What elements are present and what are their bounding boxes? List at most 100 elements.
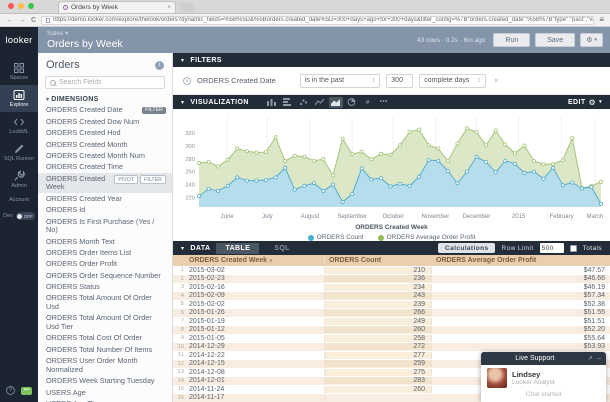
field-item[interactable]: ORDERS Created Year (38, 193, 172, 204)
tab-table[interactable]: TABLE (216, 243, 259, 254)
single-value-icon[interactable]: # (361, 97, 375, 108)
sidebar-item-sql-runner[interactable]: SQL Runner (0, 139, 38, 166)
field-item[interactable]: USERS Age (38, 387, 172, 398)
sidebar-item-admin[interactable]: Admin (0, 166, 38, 193)
zoom-window-button[interactable] (28, 3, 34, 9)
table-row[interactable]: 52015-02-02239$52.38 (173, 300, 610, 309)
minimize-window-button[interactable] (18, 3, 24, 9)
breadcrumb[interactable]: Sales ▾ (47, 29, 417, 37)
table-row[interactable]: 22015-02-23236$46.66 (173, 275, 610, 284)
new-tab-button[interactable] (179, 3, 196, 12)
save-button[interactable]: Save (535, 33, 575, 47)
filter-value-input[interactable]: 300 (386, 74, 413, 88)
field-item[interactable]: ORDERS Created WeekPIVOTFILTER (38, 173, 172, 193)
field-item[interactable]: ORDERS Month Text (38, 236, 172, 247)
legend-item[interactable]: ORDERS Average Order Profit (378, 234, 476, 241)
browser-menu-icon[interactable]: ≡ (599, 16, 604, 24)
field-item[interactable]: ORDERS Created Time (38, 162, 172, 173)
table-row[interactable]: 42015-02-09243$57.34 (173, 292, 610, 301)
legend-item[interactable]: ORDERS Count (308, 234, 364, 241)
table-row[interactable]: 32015-02-16234$46.19 (173, 283, 610, 292)
field-item[interactable]: ORDERS Created Month (38, 139, 172, 150)
field-label: ORDERS Order Sequence Number (46, 272, 166, 281)
column-header-profit[interactable]: ORDERS Average Order Profit (432, 257, 610, 264)
sidebar-item-explore[interactable]: Explore (0, 85, 38, 112)
field-item[interactable]: ORDERS Is First Purchase (Yes / No) (38, 216, 172, 236)
chat-header[interactable]: Live Support ↗ ─ (481, 352, 606, 365)
popout-icon[interactable]: ↗ (588, 355, 593, 362)
edit-viz-button[interactable]: EDIT ⚙ ▾ (568, 98, 602, 107)
column-header-week[interactable]: ORDERS Created Week ∨ (187, 257, 325, 264)
gear-icon: ⚙ (589, 98, 597, 107)
line-chart-icon[interactable] (313, 97, 327, 108)
bar-chart-icon[interactable] (281, 97, 295, 108)
row-limit-input[interactable]: 500 (540, 243, 564, 253)
dev-mode-toggle[interactable]: OFF (16, 212, 35, 220)
column-chart-icon[interactable] (265, 97, 279, 108)
close-window-button[interactable] (8, 3, 14, 9)
dimensions-section-header[interactable]: ▾ DIMENSIONS (38, 89, 172, 105)
field-item[interactable]: ORDERS Total Amount Of Order Usd Tier (38, 313, 172, 333)
run-button[interactable]: Run (493, 33, 530, 47)
pivot-badge[interactable]: PIVOT (114, 175, 138, 184)
field-item[interactable]: ORDERS Order Items List (38, 248, 172, 259)
scatter-chart-icon[interactable] (297, 97, 311, 108)
field-item[interactable]: ORDERS Total Amount Of Order Usd (38, 293, 172, 313)
table-row[interactable]: 62015-01-26266$51.55 (173, 309, 610, 318)
looker-logo[interactable]: looker (0, 27, 38, 53)
field-label: USERS Age (46, 389, 166, 398)
field-item[interactable]: ORDERS Order Profit (38, 259, 172, 270)
table-row[interactable]: 102014-12-29272$53.93 (173, 343, 610, 352)
sidebar-item-spaces[interactable]: Spaces (0, 58, 38, 85)
info-icon[interactable]: i (155, 61, 164, 70)
calculations-button[interactable]: Calculations (438, 243, 495, 253)
field-item[interactable]: ORDERS Created DateFILTER (38, 105, 172, 116)
field-item[interactable]: USERS Age Tier (38, 399, 172, 402)
address-bar[interactable]: https://demo.looker.com/explore/thelook/… (41, 16, 594, 25)
more-viz-types-icon[interactable]: ••• (377, 97, 391, 108)
field-item[interactable]: ORDERS Status (38, 282, 172, 293)
browser-tab[interactable]: Orders by Week × (58, 1, 176, 13)
area-chart-icon[interactable] (329, 97, 343, 108)
remove-filter-icon[interactable]: × (494, 76, 499, 85)
table-row[interactable]: 72015-01-19249$51.51 (173, 317, 610, 326)
field-item[interactable]: ORDERS User Order Month Normalized (38, 356, 172, 376)
field-item[interactable]: ORDERS Total Number Of Items (38, 344, 172, 355)
visualization-section-bar[interactable]: ▾ VISUALIZATION (173, 95, 610, 109)
field-item[interactable]: ORDERS Id (38, 205, 172, 216)
search-fields-input[interactable]: Search Fields (45, 76, 165, 89)
help-icon[interactable]: ? (6, 386, 15, 395)
field-item[interactable]: ORDERS Created Hod (38, 128, 172, 139)
visualization-section-label: VISUALIZATION (190, 99, 248, 106)
field-label: ORDERS Is First Purchase (Yes / No) (46, 218, 166, 235)
filter-operator-select[interactable]: is in the past ↕ (300, 74, 381, 88)
filter-unit-select[interactable]: complete days ↕ (419, 74, 486, 88)
filter-badge[interactable]: FILTER (142, 107, 166, 114)
field-item[interactable]: ORDERS Total Cost Of Order (38, 333, 172, 344)
chat-bubble-icon[interactable]: ••• (21, 387, 32, 395)
table-row[interactable]: 92015-01-05258$55.64 (173, 334, 610, 343)
column-header-count[interactable]: ORDERS Count (325, 257, 432, 264)
sidebar-item-account[interactable]: Account (0, 193, 38, 207)
field-item[interactable]: ORDERS Week Starting Tuesday (38, 376, 172, 387)
reload-icon[interactable]: C (31, 17, 36, 24)
back-icon[interactable]: ← (6, 16, 14, 24)
totals-checkbox[interactable] (570, 245, 577, 252)
filters-section-bar[interactable]: ▾ FILTERS (173, 53, 610, 67)
filter-toggle-icon[interactable] (183, 77, 191, 85)
data-section-bar[interactable]: ▾ DATA TABLE SQL Calculations Row Limit … (173, 241, 610, 255)
sidebar-item-lookml[interactable]: LookML (0, 112, 38, 139)
settings-menu-button[interactable]: ⚙▾ (580, 33, 603, 47)
area-chart[interactable]: 220240260280300320 (173, 112, 609, 212)
tab-sql[interactable]: SQL (265, 243, 299, 254)
field-item[interactable]: ORDERS Created Dow Num (38, 116, 172, 127)
minimize-icon[interactable]: ─ (597, 356, 601, 362)
field-item[interactable]: ORDERS Order Sequence Number (38, 270, 172, 281)
forward-icon[interactable]: → (19, 16, 27, 24)
table-row[interactable]: 82015-01-12260$52.20 (173, 326, 610, 335)
pie-chart-icon[interactable] (345, 97, 359, 108)
field-item[interactable]: ORDERS Created Month Num (38, 151, 172, 162)
table-row[interactable]: 12015-03-02210$47.57 (173, 266, 610, 275)
close-tab-icon[interactable]: × (167, 5, 171, 11)
filter-badge[interactable]: FILTER (140, 175, 166, 184)
